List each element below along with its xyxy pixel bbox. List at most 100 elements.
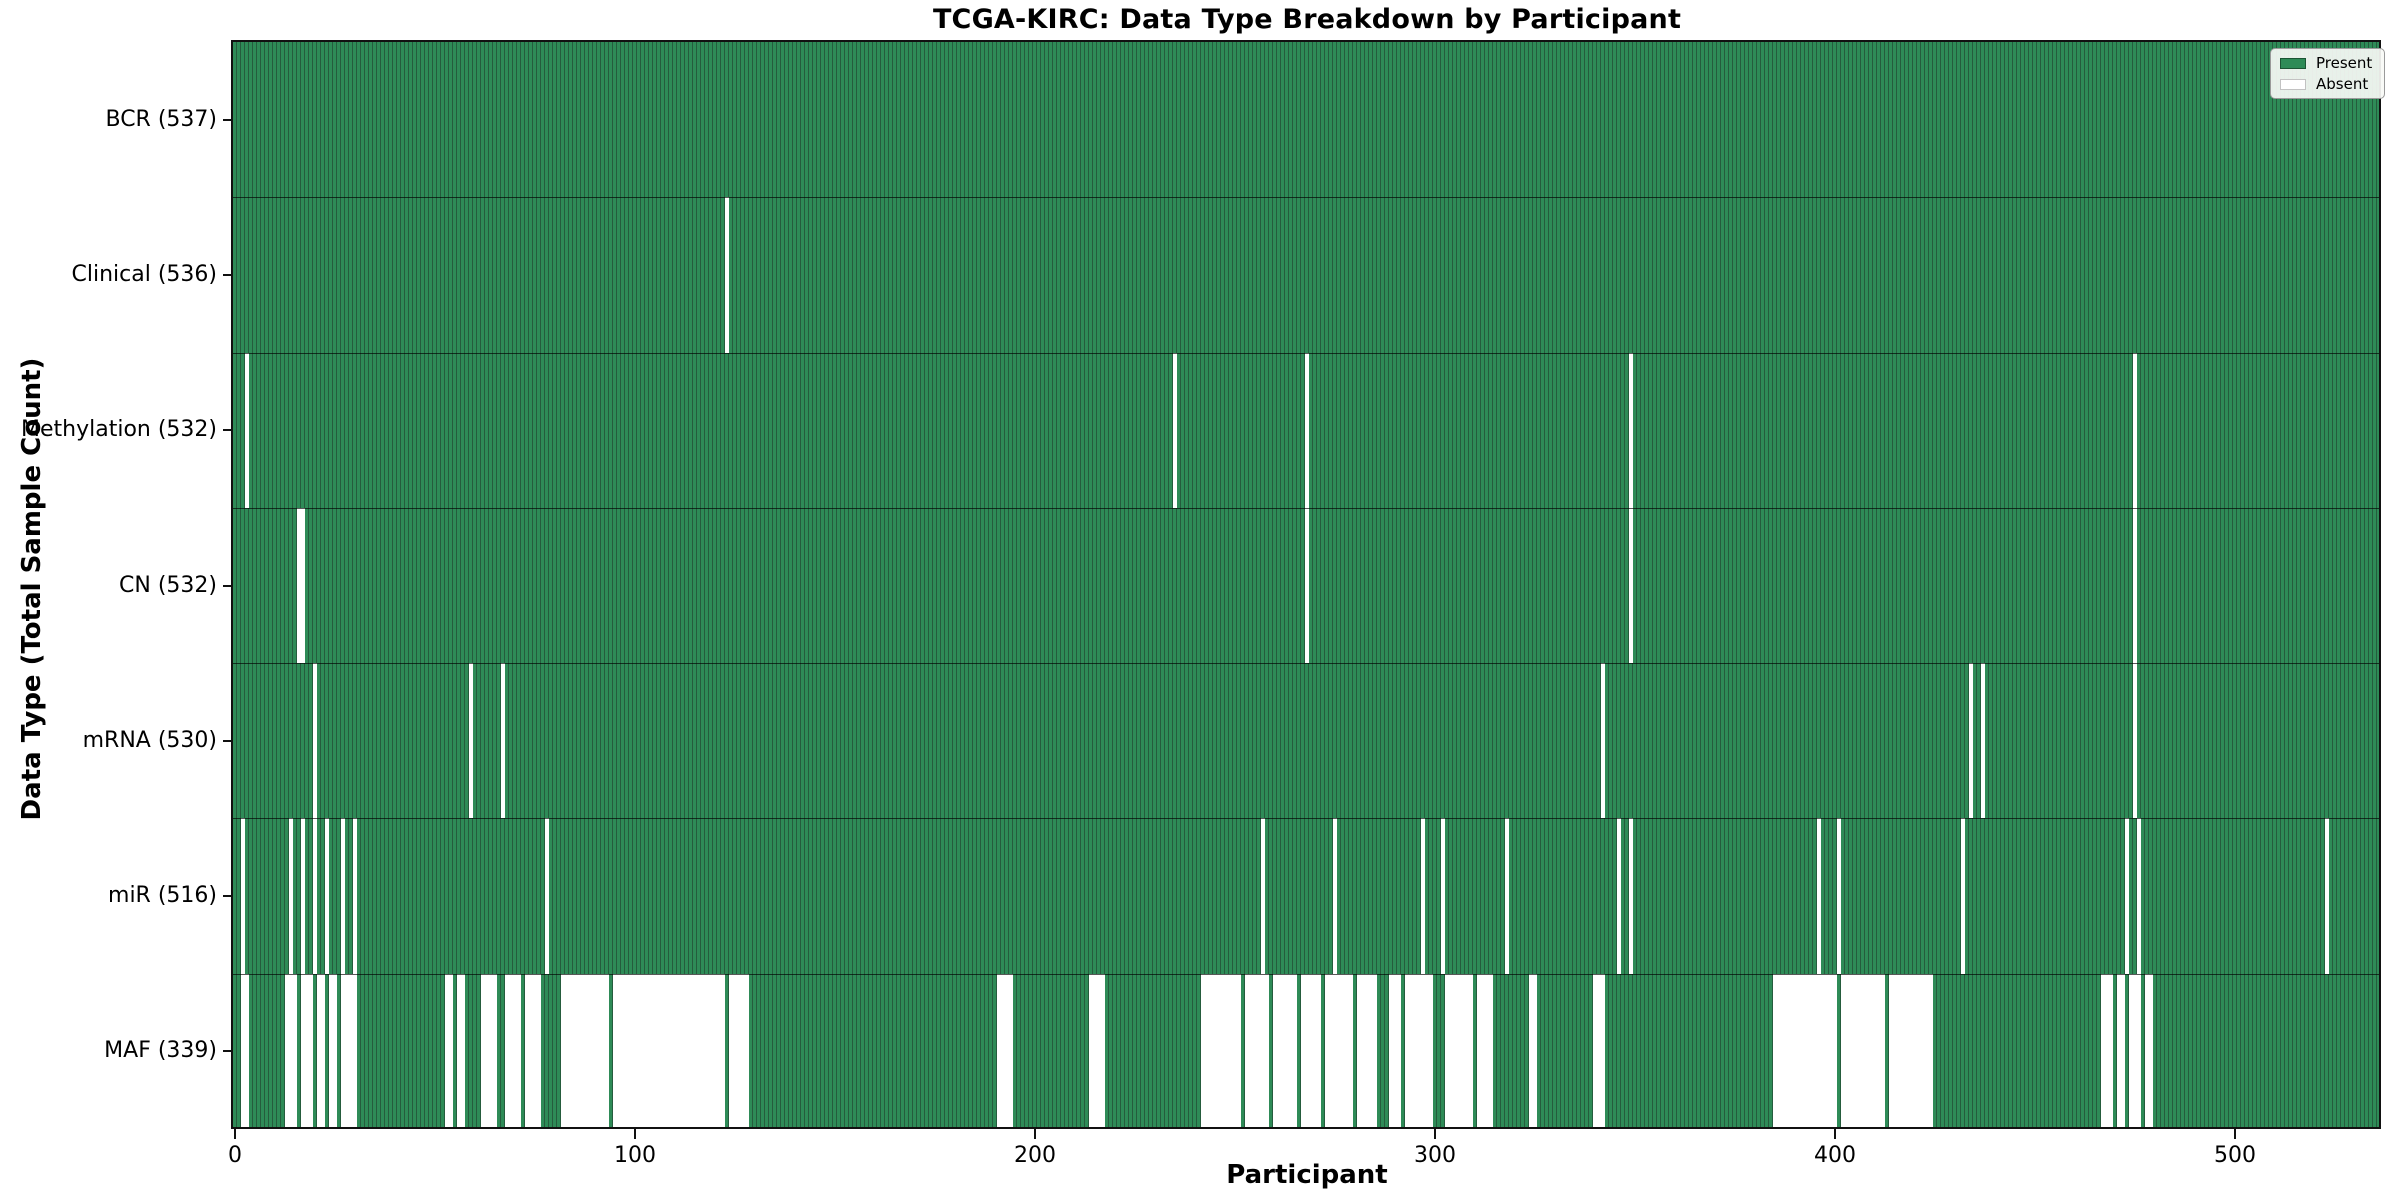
- row-separator: [233, 352, 2381, 354]
- chart-title: TCGA-KIRC: Data Type Breakdown by Partic…: [932, 4, 1682, 35]
- x-tick-label: 400: [1814, 1143, 1856, 1168]
- absent-bar: [1837, 818, 1841, 974]
- absent-bar: [341, 973, 357, 1129]
- absent-bar: [1301, 973, 1321, 1129]
- legend-item-absent: Absent: [2280, 76, 2372, 92]
- absent-bar: [297, 507, 301, 664]
- y-tick: [223, 273, 233, 276]
- x-tick: [1034, 1129, 1036, 1139]
- absent-bar: [613, 973, 725, 1129]
- row-separator: [233, 507, 2381, 509]
- absent-bar: [353, 818, 357, 974]
- x-tick: [234, 1129, 236, 1139]
- absent-bar: [2133, 507, 2137, 664]
- plot-area: [233, 42, 2381, 1129]
- absent-bar: [241, 818, 245, 974]
- legend-swatch-absent-icon: [2280, 78, 2306, 90]
- legend-label-present: Present: [2316, 54, 2373, 72]
- absent-bar: [1173, 352, 1177, 508]
- absent-bar: [1617, 818, 1621, 974]
- absent-bar: [1273, 973, 1297, 1129]
- legend-swatch-present-icon: [2280, 57, 2306, 69]
- row-CN: [233, 507, 2381, 664]
- absent-bar: [1201, 973, 1241, 1129]
- absent-bar: [501, 663, 505, 819]
- absent-bar: [1601, 663, 1605, 819]
- row-separator: [233, 973, 2381, 975]
- absent-bar: [2137, 818, 2141, 974]
- y-tick-label: Methylation (532): [21, 417, 217, 443]
- row-MAF: [233, 973, 2381, 1129]
- absent-bar: [469, 663, 473, 819]
- row-BCR: [233, 42, 2381, 198]
- legend-label-absent: Absent: [2316, 75, 2369, 93]
- y-tick: [223, 895, 233, 898]
- absent-bar: [561, 973, 609, 1129]
- absent-bar: [1445, 973, 1473, 1129]
- absent-bar: [2325, 818, 2329, 974]
- absent-bar: [2125, 818, 2129, 974]
- y-tick-label: Clinical (536): [71, 261, 217, 287]
- absent-bar: [1629, 352, 1633, 508]
- absent-bar: [301, 818, 305, 974]
- y-tick: [223, 739, 233, 742]
- absent-bar: [457, 973, 465, 1129]
- y-tick-label: CN (532): [119, 572, 217, 598]
- x-tick: [1434, 1129, 1436, 1139]
- absent-bar: [2133, 663, 2137, 819]
- absent-bar: [445, 973, 453, 1129]
- row-mRNA: [233, 663, 2381, 819]
- absent-bar: [2145, 973, 2153, 1129]
- absent-bar: [1773, 973, 1837, 1129]
- absent-bar: [997, 973, 1013, 1129]
- y-tick-label: MAF (339): [104, 1038, 217, 1064]
- absent-bar: [1961, 818, 1965, 974]
- absent-bar: [1333, 818, 1337, 974]
- row-separator: [233, 818, 2381, 820]
- absent-bar: [1305, 507, 1309, 664]
- x-tick: [2234, 1129, 2236, 1139]
- absent-bar: [325, 818, 329, 974]
- absent-bar: [2129, 973, 2141, 1129]
- x-tick-label: 100: [614, 1143, 656, 1168]
- absent-bar: [341, 818, 345, 974]
- legend-item-present: Present: [2280, 55, 2372, 71]
- absent-bar: [1389, 973, 1401, 1129]
- absent-bar: [729, 973, 749, 1129]
- absent-bar: [1629, 818, 1633, 974]
- absent-bar: [313, 818, 317, 974]
- absent-bar: [301, 507, 305, 664]
- absent-bar: [1629, 507, 1633, 664]
- absent-bar: [245, 352, 249, 508]
- row-Methylation: [233, 352, 2381, 508]
- absent-bar: [1089, 973, 1105, 1129]
- absent-bar: [289, 818, 293, 974]
- x-tick: [1834, 1129, 1836, 1139]
- y-tick: [223, 1050, 233, 1053]
- absent-bar: [1357, 973, 1377, 1129]
- x-tick: [634, 1129, 636, 1139]
- y-tick-label: miR (516): [108, 883, 217, 909]
- absent-bar: [317, 973, 325, 1129]
- absent-bar: [1593, 973, 1605, 1129]
- row-miR: [233, 818, 2381, 974]
- absent-bar: [1405, 973, 1433, 1129]
- x-tick-label: 200: [1014, 1143, 1056, 1168]
- row-Clinical: [233, 197, 2381, 353]
- x-axis-label: Participant: [1226, 1160, 1388, 1190]
- absent-bar: [1969, 663, 1973, 819]
- absent-bar: [241, 973, 249, 1129]
- absent-bar: [1325, 973, 1353, 1129]
- absent-bar: [1529, 973, 1537, 1129]
- y-tick: [223, 118, 233, 121]
- y-tick-label: mRNA (530): [82, 727, 217, 753]
- y-tick: [223, 584, 233, 587]
- absent-bar: [1841, 973, 1885, 1129]
- absent-bar: [301, 973, 313, 1129]
- absent-bar: [545, 818, 549, 974]
- absent-bar: [1421, 818, 1425, 974]
- absent-bar: [1245, 973, 1269, 1129]
- absent-bar: [1441, 818, 1445, 974]
- absent-bar: [1889, 973, 1933, 1129]
